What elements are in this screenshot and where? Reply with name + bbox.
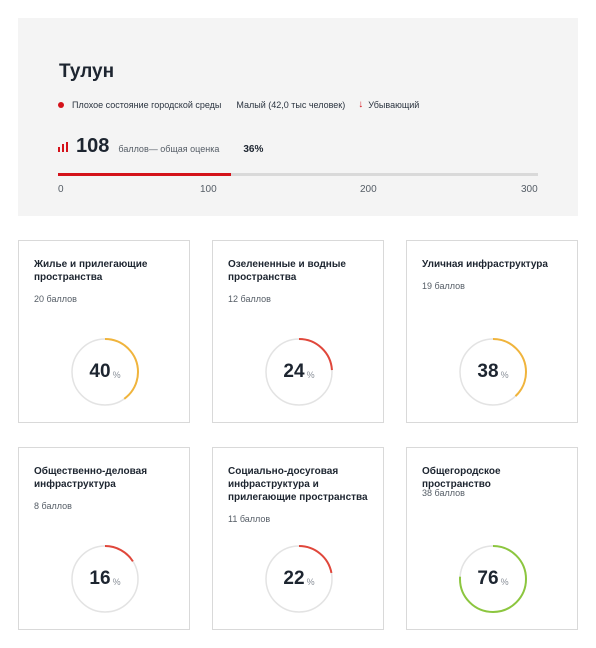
gauge-percent-sign: % [112, 370, 121, 380]
card-title: Социально-досуговая инфраструктура и при… [228, 466, 368, 503]
score-value: 108 [76, 135, 110, 157]
progress-gauge [459, 545, 527, 613]
progress-gauge [265, 545, 333, 613]
gauge-value: 38% [458, 337, 528, 407]
category-card[interactable]: Жилье и прилегающие пространства 20 балл… [18, 240, 190, 423]
card-points: 12 баллов [228, 294, 271, 304]
card-points: 8 баллов [34, 501, 72, 511]
gauge-value: 16% [70, 544, 140, 614]
summary-panel: Тулун Плохое состояние городской среды М… [18, 18, 578, 216]
category-card[interactable]: Социально-досуговая инфраструктура и при… [212, 447, 384, 630]
gauge-arc [71, 545, 139, 613]
gauge-percent-sign: % [306, 577, 315, 587]
score-percent: 36% [243, 144, 264, 155]
gauge-percent-sign: % [500, 577, 509, 587]
gauge-number: 24 [283, 361, 305, 382]
bar-chart-icon [58, 142, 68, 152]
city-size-label: Малый (42,0 тыс человек) [236, 100, 346, 110]
gauge-value: 24% [264, 337, 334, 407]
trend-label: Убывающий [368, 100, 420, 110]
progress-gauge [71, 545, 139, 613]
category-card[interactable]: Уличная инфраструктура 19 баллов 38% [406, 240, 578, 423]
gauge-number: 38 [477, 361, 499, 382]
category-card[interactable]: Озелененные и водные пространства 12 бал… [212, 240, 384, 423]
card-title: Озелененные и водные пространства [228, 259, 346, 283]
score-row: 108 баллов— общая оценка 36% [58, 135, 263, 159]
scale-tick: 100 [200, 184, 217, 195]
gauge-percent-sign: % [112, 577, 121, 587]
progress-gauge [71, 338, 139, 406]
scale-tick: 0 [58, 184, 64, 195]
scale-tick: 300 [521, 184, 538, 195]
gauge-arc [459, 338, 527, 406]
status-dot-icon [58, 102, 64, 108]
gauge-arc [265, 338, 333, 406]
gauge-percent-sign: % [500, 370, 509, 380]
card-title: Жилье и прилегающие пространства [34, 259, 148, 283]
gauge-arc [71, 338, 139, 406]
gauge-value: 22% [264, 544, 334, 614]
gauge-number: 76 [477, 568, 499, 589]
card-points: 20 баллов [34, 294, 77, 304]
score-progress-bar [58, 173, 538, 176]
gauge-value: 76% [458, 544, 528, 614]
arrow-down-icon: ↓ [358, 99, 364, 110]
card-title: Уличная инфраструктура [422, 259, 548, 270]
scale-tick: 200 [360, 184, 377, 195]
progress-gauge [265, 338, 333, 406]
gauge-value: 40% [70, 337, 140, 407]
card-points: 11 баллов [228, 514, 271, 524]
status-label: Плохое состояние городской среды [72, 100, 222, 110]
progress-gauge [459, 338, 527, 406]
gauge-number: 22 [283, 568, 305, 589]
gauge-number: 16 [89, 568, 111, 589]
gauge-percent-sign: % [306, 370, 315, 380]
card-title: Общегородское пространство [422, 466, 501, 490]
city-title: Тулун [59, 61, 115, 82]
category-card[interactable]: Общественно-деловая инфраструктура 8 бал… [18, 447, 190, 630]
score-progress-fill [58, 173, 231, 176]
category-card[interactable]: Общегородское пространство 38 баллов 76% [406, 447, 578, 630]
card-points: 19 баллов [422, 281, 465, 291]
city-meta-row: Плохое состояние городской среды Малый (… [58, 99, 419, 111]
card-points: 38 баллов [422, 488, 465, 498]
card-title: Общественно-деловая инфраструктура [34, 466, 148, 490]
gauge-arc [265, 545, 333, 613]
gauge-number: 40 [89, 361, 111, 382]
score-label: баллов— общая оценка [118, 144, 220, 154]
gauge-arc [459, 545, 527, 613]
